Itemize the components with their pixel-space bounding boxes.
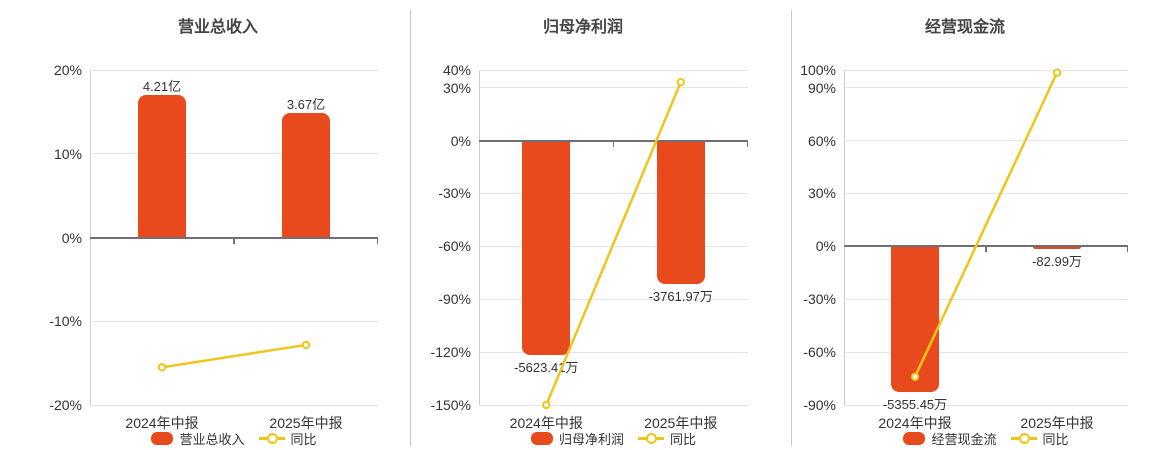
bar-2024年中报[interactable] xyxy=(891,246,939,392)
yoy-line-ring xyxy=(1018,433,1030,444)
y-axis-tick-label: -120% xyxy=(430,344,471,361)
legend-label: 同比 xyxy=(1042,432,1069,447)
y-axis-tick-label: -60% xyxy=(803,344,836,361)
y-axis-tick-label: 30% xyxy=(442,79,471,96)
gridline xyxy=(90,153,378,155)
bar-2025年中报[interactable] xyxy=(282,112,330,238)
bar-series-swatch xyxy=(530,432,553,445)
gridline xyxy=(844,298,1128,300)
y-axis-tick-label: -20% xyxy=(49,397,82,413)
x-axis-label: 2025年中报 xyxy=(269,415,343,431)
y-axis-tick-label: 0% xyxy=(450,132,471,149)
yoy-line-ring xyxy=(646,433,657,444)
x-axis-label: 2025年中报 xyxy=(1020,415,1094,431)
bar-value-label: 3.67亿 xyxy=(286,96,326,112)
legend-item-bar-series[interactable]: 归母净利润 xyxy=(530,429,624,448)
yoy-line-ring xyxy=(266,433,278,444)
y-axis-tick-label: -10% xyxy=(49,313,82,330)
yoy-line-symbol xyxy=(258,432,285,445)
legend-item-yoy[interactable]: 同比 xyxy=(258,429,317,448)
y-axis-tick-label: 20% xyxy=(53,62,82,78)
gridline xyxy=(844,351,1128,353)
legend-label: 经营现金流 xyxy=(931,432,997,447)
zero-axis-end-tick xyxy=(746,140,748,147)
gridline xyxy=(90,404,378,406)
bar-value-label: 4.21亿 xyxy=(142,79,182,95)
x-axis-label: 2025年中报 xyxy=(644,415,718,431)
y-axis-tick-label: 10% xyxy=(53,145,82,162)
gridline xyxy=(844,69,1128,71)
chart-title: 归母净利润 xyxy=(542,19,624,36)
x-axis-label: 2024年中报 xyxy=(878,415,952,431)
chart-title: 营业总收入 xyxy=(177,19,259,36)
y-axis-tick-label: 90% xyxy=(807,79,836,96)
legend: 营业总收入 同比 xyxy=(90,429,378,448)
zero-axis-end-tick xyxy=(1126,246,1128,253)
y-axis-tick-label: 0% xyxy=(61,229,82,246)
gridline xyxy=(844,192,1128,194)
legend: 归母净利润 同比 xyxy=(479,429,748,448)
chart-title: 经营现金流 xyxy=(924,19,1006,36)
panel-divider xyxy=(410,10,411,446)
x-axis-label: 2024年中报 xyxy=(509,415,583,431)
gridline xyxy=(90,320,378,322)
zero-axis-mid-tick xyxy=(985,246,987,253)
y-axis-tick-label: -90% xyxy=(803,397,836,413)
y-axis-tick-label: -150% xyxy=(430,397,471,413)
bar-series-swatch xyxy=(903,432,926,445)
yoy-line-symbol xyxy=(638,432,664,445)
legend-item-bar-series[interactable]: 营业总收入 xyxy=(151,429,245,448)
gridline xyxy=(844,404,1128,406)
legend-label: 同比 xyxy=(670,432,697,447)
bar-series-swatch xyxy=(151,432,174,445)
gridline xyxy=(844,140,1128,142)
zero-axis-mid-tick xyxy=(233,237,235,244)
y-axis-tick-label: 30% xyxy=(807,185,836,202)
legend-item-bar-series[interactable]: 经营现金流 xyxy=(903,429,997,448)
y-axis-line xyxy=(479,70,480,405)
y-axis-tick-label: 0% xyxy=(815,238,836,255)
y-axis-line xyxy=(844,70,845,405)
panel-divider xyxy=(791,10,792,446)
y-axis-tick-label: -90% xyxy=(438,291,471,308)
legend-item-yoy[interactable]: 同比 xyxy=(638,429,696,448)
bar-2024年中报[interactable] xyxy=(138,95,186,238)
x-axis-label: 2024年中报 xyxy=(125,415,199,431)
legend-label: 营业总收入 xyxy=(179,432,245,447)
legend-label: 归母净利润 xyxy=(558,432,624,447)
y-axis-tick-label: 60% xyxy=(807,132,836,149)
y-axis-tick-label: 100% xyxy=(800,62,836,78)
yoy-line-symbol xyxy=(1010,432,1037,445)
zero-axis-end-tick xyxy=(376,237,378,244)
y-axis-tick-label: -30% xyxy=(803,291,836,308)
y-axis-tick-label: 40% xyxy=(442,62,471,78)
gridline xyxy=(90,69,378,71)
bar-value-label: -5355.45万 xyxy=(882,396,948,412)
bar-value-label: -82.99万 xyxy=(1032,253,1082,269)
gridline xyxy=(844,87,1128,89)
y-axis-tick-label: -60% xyxy=(438,238,471,255)
legend-label: 同比 xyxy=(290,432,317,447)
y-axis-tick-label: -30% xyxy=(438,185,471,202)
gridline xyxy=(479,69,748,71)
legend: 经营现金流 同比 xyxy=(844,429,1128,448)
legend-item-yoy[interactable]: 同比 xyxy=(1010,429,1069,448)
